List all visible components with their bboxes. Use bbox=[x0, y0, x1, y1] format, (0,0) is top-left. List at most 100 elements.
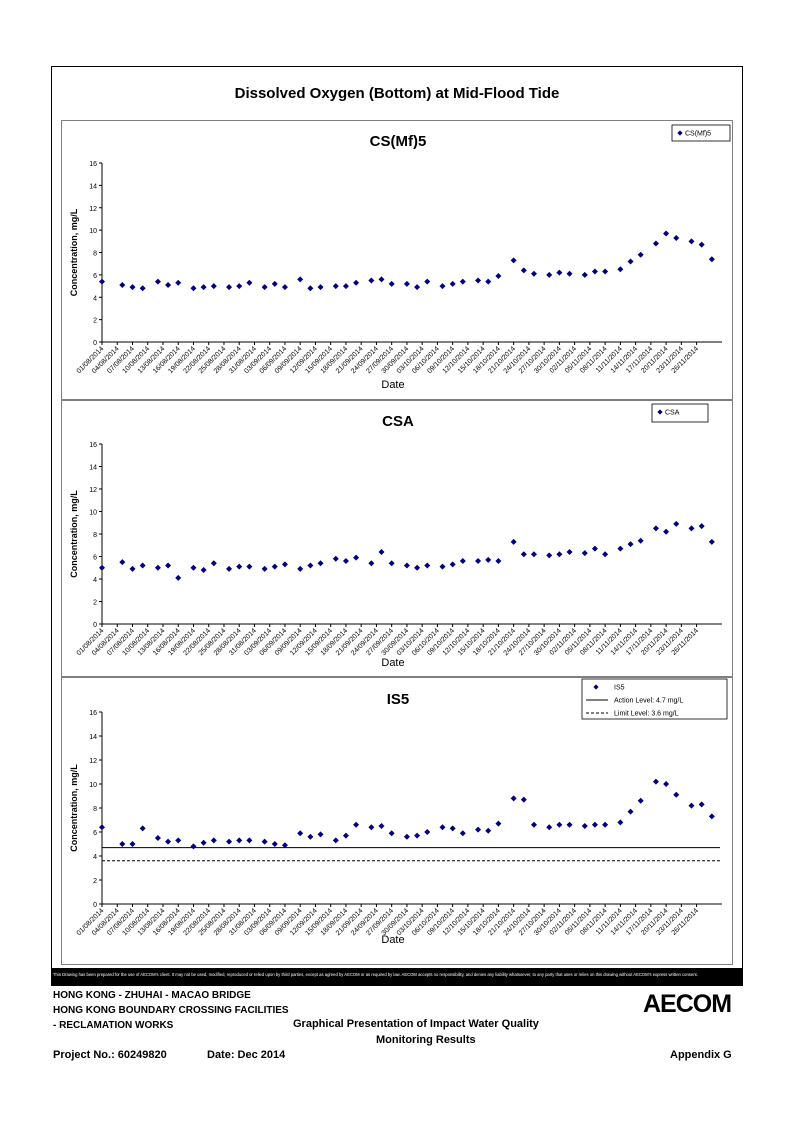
data-point bbox=[119, 559, 126, 566]
data-point bbox=[190, 285, 197, 292]
legend-marker bbox=[593, 684, 599, 690]
legend-label: Action Level: 4.7 mg/L bbox=[614, 698, 683, 705]
data-point bbox=[637, 251, 644, 258]
data-point bbox=[581, 823, 588, 829]
data-point bbox=[652, 240, 659, 247]
data-point bbox=[99, 824, 105, 831]
data-point bbox=[627, 258, 634, 265]
data-point bbox=[673, 234, 680, 241]
data-point bbox=[617, 819, 624, 826]
data-point bbox=[342, 558, 349, 564]
data-point bbox=[129, 284, 136, 291]
data-point bbox=[652, 778, 659, 785]
drawing-title-line1: Graphical Presentation of Impact Water Q… bbox=[293, 1018, 539, 1030]
data-point bbox=[210, 560, 217, 567]
data-point bbox=[353, 279, 360, 286]
data-point bbox=[449, 825, 456, 832]
data-point bbox=[368, 824, 375, 831]
data-point bbox=[485, 556, 492, 563]
data-point bbox=[200, 284, 207, 291]
data-point bbox=[449, 561, 456, 568]
data-point bbox=[403, 280, 410, 287]
data-point bbox=[307, 562, 314, 569]
y-tick-label: 8 bbox=[93, 251, 97, 258]
y-tick-label: 8 bbox=[93, 532, 97, 539]
data-point bbox=[236, 837, 243, 844]
data-point bbox=[139, 825, 146, 832]
y-tick-label: 2 bbox=[93, 878, 97, 885]
data-point bbox=[165, 562, 172, 569]
data-point bbox=[271, 280, 278, 287]
data-point bbox=[281, 842, 288, 849]
project-name-line2: HONG KONG BOUNDARY CROSSING FACILITIES bbox=[53, 1005, 289, 1016]
data-point bbox=[307, 833, 314, 840]
data-point bbox=[663, 781, 670, 787]
data-point bbox=[556, 269, 563, 276]
drawing-frame bbox=[51, 66, 743, 986]
data-point bbox=[154, 835, 161, 841]
data-point bbox=[591, 268, 598, 275]
data-point bbox=[708, 813, 715, 820]
data-point bbox=[520, 796, 527, 803]
data-point bbox=[475, 277, 482, 284]
data-point bbox=[510, 538, 517, 545]
legend-marker bbox=[657, 409, 663, 415]
data-point bbox=[368, 277, 375, 284]
data-point bbox=[378, 549, 385, 555]
y-tick-label: 4 bbox=[93, 854, 97, 861]
y-tick-label: 16 bbox=[89, 710, 97, 717]
chart-csa: CSA024681012141601/08/201404/08/201407/0… bbox=[69, 403, 722, 669]
data-point bbox=[424, 562, 431, 569]
data-point bbox=[297, 830, 304, 837]
disclaimer-bar bbox=[51, 968, 743, 985]
chart-panel-is5: IS5 0 2 4 6 8 10 12 14 16 01/08/2014 04/08/2014 07/0… bbox=[61, 677, 733, 965]
data-point bbox=[236, 563, 243, 570]
data-point bbox=[627, 808, 634, 815]
legend-label: CS(Mf)5 bbox=[685, 131, 711, 138]
data-point bbox=[129, 565, 136, 572]
data-point bbox=[530, 821, 537, 828]
data-point bbox=[403, 562, 410, 569]
chart-panel-csmf5: CS(Mf)5 0 2 4 6 8 10 12 14 16 01/08/2014 04/08/2014… bbox=[61, 120, 733, 400]
y-tick-label: 14 bbox=[89, 734, 97, 741]
data-point bbox=[414, 564, 421, 571]
data-point bbox=[556, 551, 563, 558]
data-point bbox=[688, 238, 695, 245]
data-point bbox=[566, 270, 573, 277]
y-tick-label: 16 bbox=[89, 442, 97, 449]
data-point bbox=[139, 285, 146, 292]
data-point bbox=[342, 832, 349, 839]
data-point bbox=[175, 574, 182, 581]
data-point bbox=[688, 525, 695, 532]
y-tick-label: 14 bbox=[89, 183, 97, 190]
data-point bbox=[566, 549, 573, 555]
data-point bbox=[332, 555, 339, 562]
data-point bbox=[154, 564, 161, 571]
data-point bbox=[495, 272, 502, 279]
data-point bbox=[459, 558, 466, 564]
data-point bbox=[226, 565, 233, 572]
y-tick-label: 0 bbox=[93, 622, 97, 629]
data-point bbox=[566, 821, 573, 828]
data-point bbox=[119, 841, 126, 847]
y-tick-label: 6 bbox=[93, 555, 97, 562]
data-point bbox=[200, 839, 207, 846]
data-point bbox=[307, 285, 314, 292]
data-point bbox=[530, 551, 537, 558]
data-point bbox=[688, 802, 695, 809]
y-tick-label: 10 bbox=[89, 510, 97, 517]
disclaimer-text: This Drawing has been prepared for the u… bbox=[53, 972, 698, 977]
data-point bbox=[698, 241, 705, 248]
data-point bbox=[246, 837, 253, 844]
data-point bbox=[627, 541, 634, 548]
data-point bbox=[368, 560, 375, 567]
data-point bbox=[602, 268, 609, 275]
data-point bbox=[190, 564, 197, 571]
y-tick-label: 6 bbox=[93, 273, 97, 280]
legend-marker bbox=[677, 130, 683, 136]
data-point bbox=[175, 837, 182, 844]
data-point bbox=[673, 520, 680, 527]
data-point bbox=[342, 283, 349, 290]
data-point bbox=[261, 565, 268, 572]
chart-title: IS5 bbox=[387, 691, 410, 708]
